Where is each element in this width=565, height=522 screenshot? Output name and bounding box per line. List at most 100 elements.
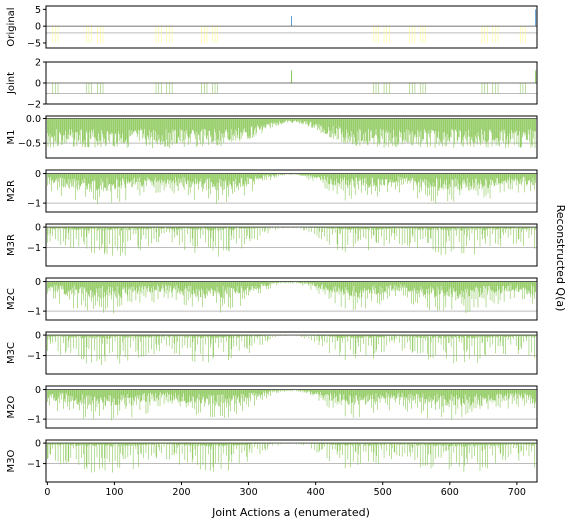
bar [297, 118, 299, 121]
bar [299, 389, 300, 391]
bar [57, 281, 59, 288]
bar [501, 227, 502, 228]
bar [52, 443, 54, 449]
bar [87, 443, 89, 445]
bar [278, 389, 280, 393]
bar [89, 335, 90, 338]
bar [142, 227, 144, 236]
bar [189, 443, 190, 446]
bar [69, 118, 70, 130]
bar [469, 281, 471, 312]
bar [440, 389, 442, 397]
bar [263, 227, 264, 229]
bar [391, 389, 393, 399]
bar [132, 281, 133, 292]
bar [169, 173, 170, 181]
bar [169, 26, 170, 43]
bar [236, 281, 238, 287]
bar [169, 389, 170, 395]
bar [369, 173, 371, 188]
bar [470, 227, 471, 229]
bar [399, 281, 401, 289]
bar [72, 389, 74, 400]
bar [70, 227, 72, 248]
bar [242, 173, 243, 187]
bar [369, 335, 370, 338]
bar [305, 173, 307, 175]
bar [264, 389, 265, 396]
bar [242, 389, 244, 395]
bar [361, 227, 363, 230]
bar [432, 389, 434, 400]
bar [337, 443, 339, 452]
bar [119, 335, 121, 364]
bar [224, 335, 226, 338]
bar [90, 173, 92, 184]
bar [179, 227, 181, 229]
bar [357, 335, 359, 343]
bar [301, 118, 302, 124]
bar [412, 173, 414, 178]
bar [412, 389, 414, 401]
bar [285, 227, 286, 228]
bar [214, 443, 216, 446]
bar [442, 173, 443, 187]
bar [218, 389, 219, 407]
bar [235, 118, 237, 141]
bar [283, 389, 284, 391]
bar [239, 389, 241, 403]
bar [155, 443, 157, 457]
bar [269, 173, 270, 176]
bar [436, 227, 438, 230]
bar [144, 281, 145, 287]
bar [228, 118, 229, 140]
bar [189, 281, 191, 298]
bar [257, 389, 259, 395]
bar [287, 443, 289, 444]
bar [383, 227, 385, 246]
bar [522, 26, 524, 43]
bar [441, 281, 443, 291]
bar [488, 281, 490, 286]
bar [202, 227, 204, 235]
bar [394, 227, 396, 241]
bar [263, 389, 264, 392]
bar [52, 227, 54, 236]
bar [454, 281, 456, 292]
bar [110, 173, 111, 192]
bar [340, 173, 341, 179]
bar [418, 173, 420, 183]
bar [378, 227, 380, 243]
bar [79, 227, 80, 229]
bar [72, 227, 74, 229]
bar [49, 227, 51, 242]
bar [532, 335, 534, 338]
bar [511, 281, 513, 290]
bar [521, 389, 523, 401]
bar [52, 118, 54, 139]
bar [165, 118, 166, 147]
bar [484, 173, 485, 186]
bar [301, 173, 303, 176]
bar [458, 281, 460, 294]
panel-ylabel: M2O [6, 395, 17, 418]
bar [208, 173, 210, 189]
bar [279, 118, 280, 122]
bar [517, 118, 518, 136]
bar [489, 335, 491, 348]
bar [110, 443, 111, 447]
bar [64, 118, 66, 143]
bar [491, 281, 492, 292]
bar [513, 118, 514, 134]
bar [248, 389, 249, 407]
bar [144, 227, 145, 229]
bar [80, 389, 82, 401]
bar [112, 281, 113, 288]
bar [312, 389, 314, 396]
bar [65, 335, 67, 352]
bar [458, 173, 460, 191]
bar [317, 443, 318, 445]
bar [428, 389, 430, 396]
bar [80, 227, 82, 229]
bar [230, 389, 232, 402]
